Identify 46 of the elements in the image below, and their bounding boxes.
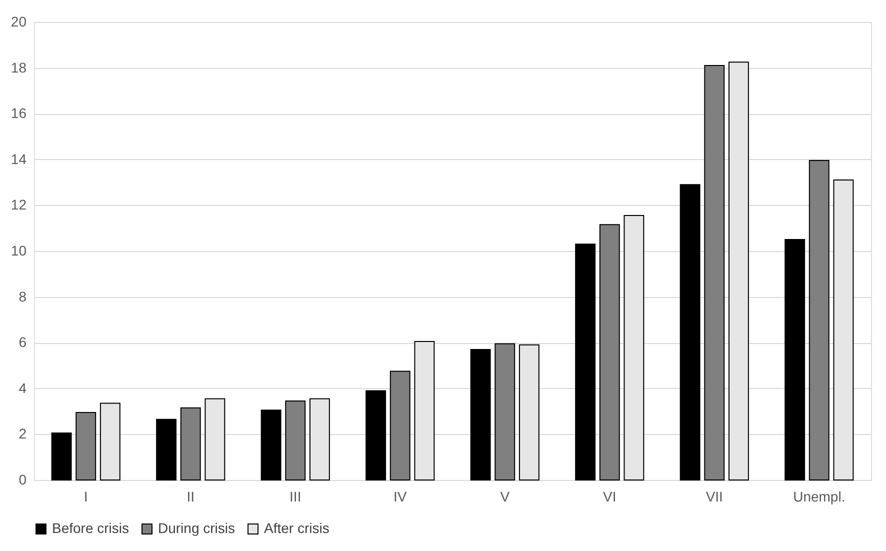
bar [704, 65, 725, 480]
x-tick-label: IV [394, 488, 408, 504]
x-tick-label: Unempl. [793, 488, 846, 504]
bar [833, 180, 854, 480]
y-tick-label: 20 [10, 14, 27, 30]
x-tick-label: V [500, 488, 510, 504]
legend-label: After crisis [264, 520, 330, 536]
y-tick-label: 4 [18, 380, 27, 396]
y-tick-label: 2 [18, 426, 27, 442]
y-tick-label: 8 [18, 288, 27, 304]
bar [599, 224, 620, 480]
bar [414, 340, 435, 480]
bar [260, 410, 282, 480]
bar [470, 348, 491, 480]
bar [680, 184, 700, 480]
bar [784, 239, 806, 480]
legend-label: Before crisis [52, 520, 130, 536]
bar [518, 344, 540, 480]
bar [624, 215, 644, 480]
x-tick-label: III [290, 488, 302, 504]
y-tick-label: 10 [10, 242, 27, 258]
x-tick-label: I [84, 488, 88, 504]
bar [808, 160, 830, 480]
bar [156, 418, 177, 480]
y-tick-label: 16 [10, 105, 27, 122]
y-tick-label: 14 [10, 150, 27, 167]
bar [100, 402, 120, 480]
bar [180, 407, 201, 480]
bar [51, 432, 72, 480]
bar [575, 244, 596, 480]
x-tick-label: II [186, 488, 194, 504]
y-tick-label: 0 [18, 472, 27, 488]
bar [494, 343, 516, 480]
x-tick-label: VI [603, 488, 616, 504]
bar [728, 62, 749, 480]
y-tick-label: 18 [10, 59, 27, 76]
bar [366, 390, 386, 480]
bar [76, 412, 96, 480]
legend-label: During crisis [158, 520, 236, 536]
x-tick-label: VII [706, 488, 723, 504]
y-tick-label: 12 [10, 196, 27, 213]
bar [390, 370, 410, 480]
bar [285, 400, 306, 480]
bar [309, 398, 330, 480]
y-tick-label: 6 [18, 334, 27, 350]
bar [204, 398, 226, 480]
